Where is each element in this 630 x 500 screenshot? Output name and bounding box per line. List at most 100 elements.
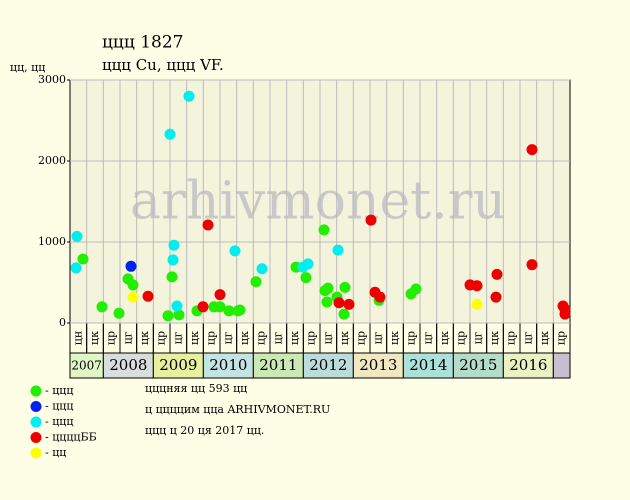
legend-marker (30, 432, 42, 443)
point (343, 298, 355, 310)
year-label: 2007 (71, 359, 102, 373)
month-label: цр (505, 331, 518, 345)
legend-label: - ццццББ (45, 431, 97, 444)
month-label: цр (255, 331, 268, 345)
point (526, 259, 538, 271)
point (183, 90, 195, 102)
month-label: цр (205, 331, 218, 345)
month-label: цк (138, 331, 151, 345)
point (300, 272, 312, 284)
month-label: цк (488, 331, 501, 345)
point (332, 244, 344, 256)
point (321, 296, 333, 308)
point (229, 245, 241, 257)
month-label: цр (355, 331, 368, 345)
month-label: цк (238, 331, 251, 345)
point (491, 268, 503, 280)
point (171, 300, 183, 312)
point (70, 262, 82, 274)
point (338, 308, 350, 320)
month-label: цг (321, 331, 334, 344)
point (197, 301, 209, 313)
month-label: цк (438, 331, 451, 345)
month-label: цк (88, 331, 101, 345)
year-label: 2011 (259, 356, 297, 374)
month-label: цр (155, 331, 168, 345)
month-label: цр (405, 331, 418, 345)
legend-marker (30, 447, 42, 459)
y-tick-label: 2000 (38, 154, 66, 167)
year-cell (302, 352, 354, 379)
year-label: 2010 (209, 356, 247, 374)
year-cell (552, 352, 571, 379)
point (471, 298, 483, 310)
month-label: цк (538, 331, 551, 345)
point (256, 263, 268, 275)
point (471, 280, 483, 292)
point (365, 214, 377, 226)
year-cell (452, 352, 504, 379)
point (559, 308, 571, 320)
month-label: цг (221, 331, 234, 344)
month-label: цк (188, 331, 201, 345)
month-label: цг (371, 331, 384, 344)
point (374, 291, 386, 303)
year-label: 2015 (459, 356, 497, 374)
month-label: цр (105, 331, 118, 345)
footer-text: ц ццццим цца ARHIVMONET.RU (145, 403, 330, 416)
point (234, 304, 246, 316)
y-axis-label: цц, цц (10, 61, 45, 74)
point (96, 301, 108, 313)
month-label: цк (288, 331, 301, 345)
point (490, 291, 502, 303)
year-cell (502, 352, 554, 379)
point (333, 297, 345, 309)
footer-text: ццц ц 20 ця 2017 цц. (145, 424, 264, 437)
month-label: цг (171, 331, 184, 344)
point (302, 258, 314, 270)
point (202, 219, 214, 231)
year-label: 2009 (159, 356, 197, 374)
chart-title: ццц 1827 (102, 33, 183, 53)
point (71, 230, 83, 242)
month-label: цг (421, 331, 434, 344)
point (173, 309, 185, 321)
point (166, 271, 178, 283)
year-label: 2012 (309, 356, 347, 374)
month-label: цр (305, 331, 318, 345)
legend-label: - ццц (45, 384, 73, 397)
point (250, 276, 262, 288)
y-tick-label: 1000 (38, 235, 66, 248)
point (322, 282, 334, 294)
year-cell (202, 352, 254, 379)
month-label: цг (121, 331, 134, 344)
legend-marker (30, 401, 42, 412)
year-cell (252, 352, 304, 379)
year-label: 2016 (509, 356, 547, 374)
point (127, 291, 139, 303)
legend-label: - ццц (45, 415, 73, 428)
point (214, 301, 226, 313)
legend-marker (30, 416, 42, 428)
point (127, 279, 139, 291)
point (223, 305, 235, 317)
year-label: 2013 (359, 356, 397, 374)
point (526, 144, 538, 156)
month-label: цр (455, 331, 468, 345)
point (142, 290, 154, 302)
y-tick-label: 0 (59, 316, 66, 329)
month-label: цг (521, 331, 534, 344)
point (125, 260, 137, 272)
point (77, 253, 89, 265)
month-label: цк (388, 331, 401, 345)
month-label: цг (271, 331, 284, 344)
point (167, 254, 179, 266)
month-label: цк (338, 331, 351, 345)
month-label: цр (555, 331, 568, 345)
chart-subtitle: ццц Cu, ццц VF. (102, 56, 224, 74)
point (168, 239, 180, 251)
year-label: 2008 (109, 356, 147, 374)
point (162, 310, 174, 322)
legend-marker (30, 385, 42, 397)
